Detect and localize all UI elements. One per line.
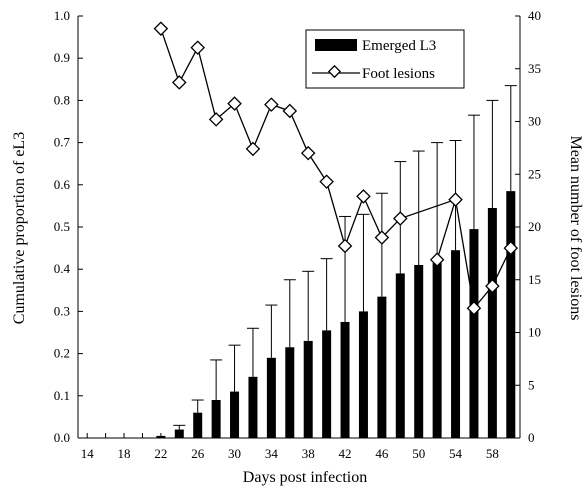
y-tick-label: 1.0 [54,8,70,23]
bar [285,347,295,438]
x-tick-label: 58 [486,446,499,461]
x-tick-label: 46 [375,446,389,461]
y2-tick-label: 25 [528,166,541,181]
lesion-marker [448,192,463,207]
x-tick-label: 22 [154,446,167,461]
error-bars [173,85,517,430]
bar [432,262,442,438]
legend-label-emerged-l3: Emerged L3 [362,38,436,54]
y2-tick-label: 0 [528,430,535,445]
lesion-line [160,28,512,310]
lesion-marker [429,252,445,267]
lesion-marker [466,300,482,316]
bar [340,321,350,438]
x-tick-label: 42 [339,446,352,461]
x-tick-label: 30 [228,446,241,461]
lesion-marker [153,21,169,36]
bar [395,273,405,438]
lesion-lines [160,28,512,310]
lesion-marker [282,103,298,119]
y2-tick-label: 30 [528,114,541,129]
lesion-marker [337,238,353,254]
bar [266,357,276,438]
bar [211,400,221,438]
y2-tick-label: 5 [528,377,535,392]
bar [358,311,368,438]
lesion-marker [190,40,205,55]
bar [303,340,313,438]
y-tick-label: 0.0 [54,430,70,445]
y-tick-label: 0.1 [54,388,70,403]
x-tick-label: 18 [118,446,131,461]
bar [322,330,332,438]
y-tick-label: 0.7 [54,135,71,150]
lesion-marker [300,145,316,161]
y2-tick-label: 20 [528,219,541,234]
lesion-marker [172,75,187,90]
lesion-marker [319,174,334,189]
tick-labels: 0.0 0.1 0.2 0.3 0.4 0.5 0.6 0.7 0.8 0.9 1.0 0 5 10 15 2… [54,8,541,461]
legend-diamond-marker [327,64,342,79]
lesion-marker [485,278,500,294]
bar [230,391,240,438]
y2-axis-title: Mean number of foot lesions [567,136,584,321]
legend-label-foot-lesions: Foot lesions [362,66,435,82]
lesion-line [436,199,457,260]
y-tick-label: 0.2 [54,346,70,361]
x-axis-title: Days post infection [243,469,367,486]
bar [156,435,166,438]
y2-tick-label: 10 [528,325,541,340]
lesion-marker [227,96,242,111]
y2-tick-label: 40 [528,8,541,23]
lesion-marker [374,230,390,245]
x-tick-label: 34 [265,446,279,461]
y-tick-label: 0.8 [54,92,70,107]
lesion-marker [503,240,519,256]
legend-bar-swatch [315,39,357,51]
bar [487,208,497,438]
x-tick-label: 50 [412,446,425,461]
x-tick-label: 54 [449,446,463,461]
y-tick-label: 0.5 [54,219,70,234]
bars [156,191,516,438]
lesion-marker [245,141,261,157]
y2-tick-label: 15 [528,272,541,287]
lesion-marker [208,112,224,127]
legend: Emerged L3 Foot lesions [305,29,465,89]
y-tick-label: 0.4 [54,261,71,276]
bar [469,229,479,438]
lesion-marker [356,189,371,204]
bar [506,191,516,438]
y-tick-label: 0.6 [54,177,71,192]
bar [414,264,424,438]
y2-tick-label: 35 [528,61,541,76]
y-tick-label: 0.9 [54,50,70,65]
y-axis-title: Cumulative proportion of eL3 [11,132,28,324]
x-tick-label: 38 [302,446,315,461]
y-tick-label: 0.3 [54,303,70,318]
bar [377,296,387,438]
x-tick-label: 26 [191,446,205,461]
lesion-marker [264,97,279,112]
x-tick-label: 14 [81,446,95,461]
bar [193,412,203,438]
lesion-markers [153,21,519,316]
bar [451,250,461,438]
bar [174,429,184,438]
bar [248,376,258,438]
lesion-marker [393,211,408,226]
